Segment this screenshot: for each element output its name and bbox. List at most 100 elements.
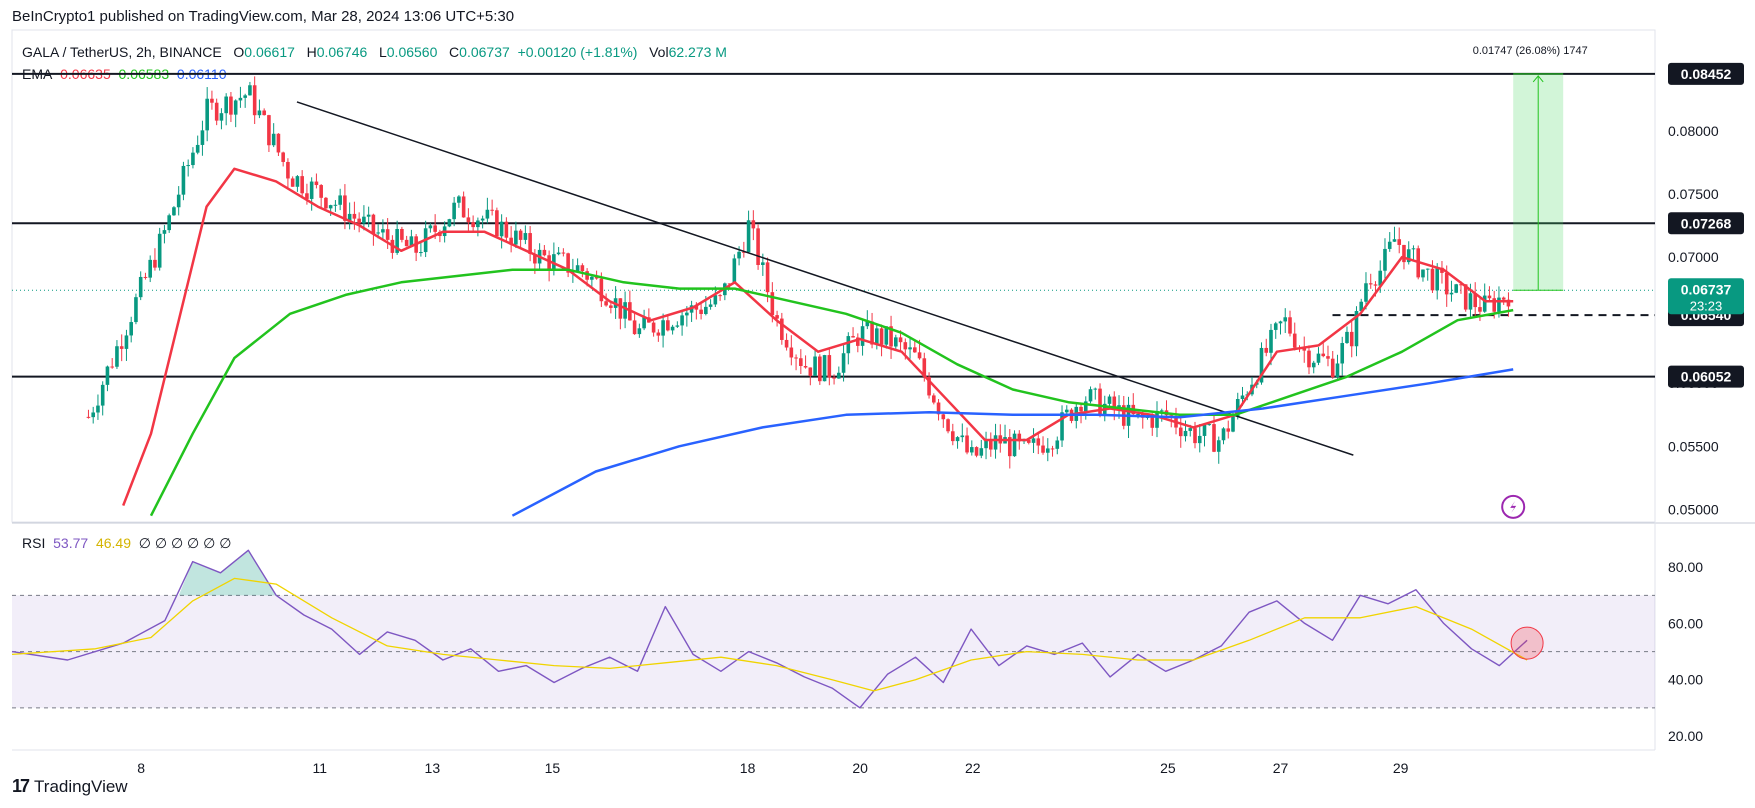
volume-value: 62.273 M	[668, 44, 727, 60]
level-tag	[1668, 212, 1744, 235]
candle-body	[694, 305, 699, 310]
candle-body	[1288, 317, 1292, 334]
candle-body	[1497, 297, 1501, 312]
candle-body	[1055, 440, 1060, 449]
candle-body	[1459, 284, 1463, 286]
rsi-null-values: ∅ ∅ ∅ ∅ ∅ ∅	[138, 535, 232, 551]
candle-body	[115, 346, 119, 367]
level-tag-label: 0.06052	[1681, 369, 1732, 385]
candle-body	[1302, 347, 1307, 351]
candle-body	[357, 218, 361, 224]
candle-body	[661, 320, 665, 336]
rsi-legend: RSI 53.77 46.49 ∅ ∅ ∅ ∅ ∅ ∅	[22, 535, 231, 552]
candle-body	[1354, 311, 1359, 347]
candle-body	[1340, 343, 1345, 364]
low-value: 0.06560	[386, 44, 438, 60]
candle-body	[1197, 435, 1202, 444]
candle-body	[1430, 268, 1435, 291]
candle-body	[699, 309, 703, 315]
candle-body	[780, 318, 784, 340]
candle-body	[770, 292, 775, 316]
candle-body	[922, 358, 927, 377]
candle-body	[495, 210, 499, 237]
candle-body	[1093, 388, 1098, 390]
candle-body	[167, 215, 171, 231]
candle-body	[376, 232, 380, 234]
candle-body	[276, 133, 281, 153]
candle-body	[1321, 353, 1326, 357]
candle-body	[590, 276, 594, 280]
candle-body	[1169, 415, 1174, 417]
candle-body	[946, 419, 950, 432]
candle-body	[1278, 321, 1283, 324]
candle-body	[371, 214, 376, 234]
candle-body	[1212, 424, 1216, 452]
candle-body	[1231, 416, 1235, 432]
candle-body	[195, 144, 200, 153]
candle-body	[352, 213, 357, 219]
candle-body	[827, 355, 832, 378]
candle-body	[618, 298, 623, 319]
candle-body	[362, 216, 366, 224]
candle-body	[1003, 437, 1007, 444]
candle-body	[1473, 293, 1478, 308]
candle-body	[143, 276, 148, 278]
candle-body	[490, 209, 494, 211]
candle-body	[832, 377, 836, 379]
candle-body	[1444, 272, 1449, 295]
candle-body	[727, 283, 732, 285]
candle-body	[675, 325, 680, 327]
candle-body	[537, 249, 542, 264]
candle-body	[1041, 445, 1045, 453]
candle-body	[271, 133, 276, 146]
candle-body	[1117, 405, 1121, 411]
candle-body	[1007, 437, 1012, 457]
candle-body	[134, 297, 138, 323]
symbol-legend: GALA / TetherUS, 2h, BINANCE O0.06617 H0…	[22, 44, 727, 60]
candle-body	[628, 302, 632, 321]
candle-body	[1378, 270, 1383, 286]
candle-body	[803, 366, 808, 368]
level-tag-label: 0.08452	[1681, 66, 1732, 82]
candle-body	[1250, 384, 1254, 395]
candle-body	[347, 213, 352, 221]
candle-body	[400, 229, 404, 240]
candle-body	[1316, 353, 1321, 363]
candle-body	[1492, 298, 1497, 312]
candle-body	[950, 431, 955, 442]
candle-body	[1269, 329, 1273, 353]
candle-body	[613, 298, 618, 308]
candle-body	[1183, 430, 1188, 437]
candle-body	[1164, 410, 1169, 416]
candle-body	[243, 95, 247, 98]
candle-body	[504, 221, 509, 238]
rsi-ma-value: 46.49	[95, 535, 131, 551]
candle-body	[1482, 295, 1487, 312]
candle-body	[1397, 239, 1402, 245]
candle-body	[100, 384, 105, 406]
candle-body	[1140, 413, 1145, 418]
candle-body	[1031, 438, 1036, 443]
candle-body	[1273, 323, 1278, 330]
candle-body	[366, 214, 371, 217]
candle-body	[191, 152, 195, 166]
candle-body	[670, 326, 675, 331]
lightning-icon	[1501, 494, 1526, 519]
candle-body	[965, 435, 969, 453]
level-tag-label: 0.06540	[1681, 307, 1732, 323]
rsi-tick-label: 60.00	[1668, 615, 1703, 631]
price-tick-label: 0.07500	[1668, 186, 1719, 202]
candle-body	[1364, 283, 1368, 302]
candle-body	[552, 254, 556, 270]
candle-body	[395, 229, 399, 253]
rsi-value: 53.77	[53, 535, 89, 551]
candle-body	[1449, 292, 1454, 295]
price-tick-label: 0.07000	[1668, 249, 1719, 265]
candle-body	[1155, 410, 1159, 428]
high-label: H	[306, 44, 317, 60]
main-pane-frame	[11, 29, 1656, 523]
candle-body	[851, 336, 855, 338]
candle-body	[1240, 395, 1245, 400]
candle-body	[1454, 284, 1459, 293]
